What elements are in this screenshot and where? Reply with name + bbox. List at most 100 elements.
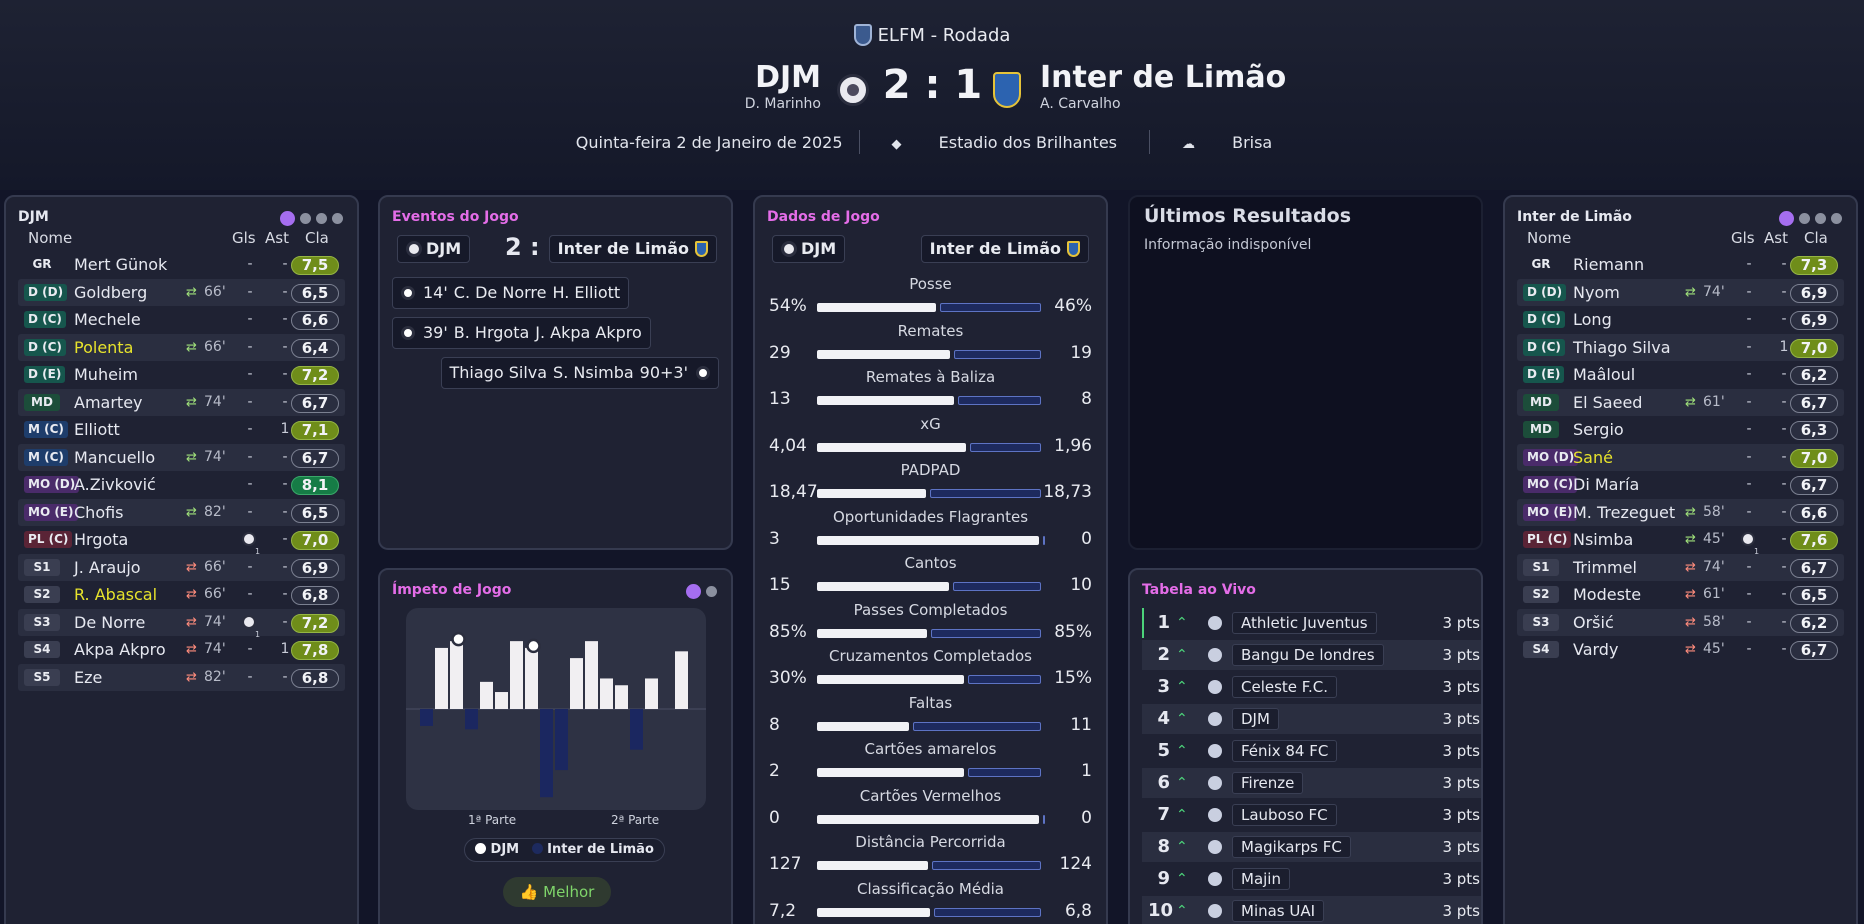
rating-badge[interactable]: 7,2 [291, 613, 339, 633]
player-row[interactable]: MD Sergio - -6,3 [1517, 416, 1844, 444]
player-name[interactable]: Mancuello [74, 447, 156, 467]
table-team-name[interactable]: DJM [1232, 708, 1279, 730]
table-row[interactable]: 9 ⌃ Majin 3 pts [1142, 864, 1481, 894]
player-row[interactable]: S1 J. Araujo ⇄ 66' - -6,9 [18, 553, 345, 581]
rating-badge[interactable]: 6,2 [1790, 613, 1838, 633]
rating-badge[interactable]: 6,9 [1790, 311, 1838, 330]
page-dot[interactable] [280, 211, 295, 226]
away-team-name[interactable]: Inter de Limão [1040, 60, 1287, 95]
table-row[interactable]: 2 ⌃ Bangu De londres 3 pts [1142, 640, 1481, 670]
rating-badge[interactable]: 6,6 [291, 311, 339, 330]
page-dot[interactable] [686, 584, 701, 599]
col-assists[interactable]: Ast [1764, 229, 1788, 247]
player-row[interactable]: MD Amartey ⇄ 74' - -6,7 [18, 388, 345, 416]
player-row[interactable]: M (C) Mancuello ⇄ 74' - -6,7 [18, 443, 345, 471]
player-row[interactable]: S2 R. Abascal ⇄ 66' - -6,8 [18, 581, 345, 609]
table-row[interactable]: 4 ⌃ DJM 3 pts [1142, 704, 1481, 734]
player-row[interactable]: D (E) Maâloul - -6,2 [1517, 361, 1844, 389]
player-name[interactable]: Vardy [1573, 640, 1619, 659]
home-team-name[interactable]: DJM [755, 60, 821, 95]
player-row[interactable]: D (D) Nyom ⇄ 74' - -6,9 [1517, 278, 1844, 306]
away-team-block[interactable]: Inter de Limão A. Carvalho [1040, 60, 1286, 112]
player-row[interactable]: D (C) Long - -6,9 [1517, 306, 1844, 334]
player-name[interactable]: Oršić [1573, 612, 1614, 632]
rating-badge[interactable]: 6,7 [1790, 558, 1838, 578]
rating-badge[interactable]: 6,5 [291, 503, 339, 523]
rating-badge[interactable]: 7,5 [291, 256, 339, 275]
player-row[interactable]: S2 Modeste ⇄ 61' - -6,5 [1517, 581, 1844, 609]
home-team-block[interactable]: DJM D. Marinho [745, 60, 821, 112]
away-coach[interactable]: A. Carvalho [1040, 96, 1121, 112]
table-team-name[interactable]: Celeste F.C. [1232, 676, 1338, 698]
page-dot[interactable] [332, 213, 343, 224]
table-team-name[interactable]: Fénix 84 FC [1232, 740, 1338, 762]
player-name[interactable]: Goldberg [74, 282, 148, 302]
rating-badge[interactable]: 6,7 [1790, 393, 1838, 413]
table-team-name[interactable]: Magikarps FC [1232, 836, 1351, 858]
player-row[interactable]: M (C) Elliott - 1 7,1 [18, 416, 345, 444]
player-name[interactable]: Maâloul [1573, 365, 1636, 384]
col-name[interactable]: Nome [28, 229, 73, 247]
rating-badge[interactable]: 6,9 [1790, 283, 1838, 303]
player-row[interactable]: PL (C)Hrgota -7,0 [18, 526, 345, 566]
best-button[interactable]: 👍 Melhor [503, 877, 611, 907]
player-row[interactable]: S4 Akpa Akpro ⇄ 74' - 1 7,8 [18, 636, 345, 664]
rating-badge[interactable]: 6,7 [291, 393, 339, 413]
player-name[interactable]: Sané [1573, 447, 1613, 467]
player-row[interactable]: PL (C)Nsimba ⇄ 45' -7,6 [1517, 526, 1844, 566]
table-row[interactable]: 6 ⌃ Firenze 3 pts [1142, 768, 1481, 798]
player-row[interactable]: D (D) Goldberg ⇄ 66' - -6,5 [18, 278, 345, 306]
rating-badge[interactable]: 6,9 [291, 558, 339, 578]
table-row[interactable]: 8 ⌃ Magikarps FC 3 pts [1142, 832, 1481, 862]
player-row[interactable]: D (C) Polenta ⇄ 66' - -6,4 [18, 333, 345, 361]
rating-badge[interactable]: 6,6 [1790, 503, 1838, 523]
table-team-name[interactable]: Lauboso FC [1232, 804, 1337, 826]
player-row[interactable]: MD El Saeed ⇄ 61' - -6,7 [1517, 388, 1844, 416]
rating-badge[interactable]: 6,5 [1790, 586, 1838, 605]
col-rating[interactable]: Cla [1804, 229, 1828, 247]
col-rating[interactable]: Cla [305, 229, 329, 247]
page-dot[interactable] [1831, 213, 1842, 224]
player-name[interactable]: Polenta [74, 337, 134, 357]
event-item[interactable]: 14' C. De Norre H. Elliott [392, 277, 630, 309]
player-row[interactable]: MO (D) A.Zivković - -8,1 [18, 471, 345, 499]
rating-badge[interactable]: 6,3 [1790, 421, 1838, 440]
page-dot[interactable] [300, 213, 311, 224]
rating-badge[interactable]: 7,0 [291, 531, 339, 550]
rating-badge[interactable]: 6,5 [291, 283, 339, 303]
player-name[interactable]: Thiago Silva [1573, 337, 1671, 357]
event-item[interactable]: 39' B. Hrgota J. Akpa Akpro [392, 317, 651, 349]
player-row[interactable]: GR Mert Günok - -7,5 [18, 251, 345, 279]
player-row[interactable]: MO (D) Sané - -7,0 [1517, 443, 1844, 471]
events-away-chip[interactable]: Inter de Limão [548, 235, 717, 263]
table-team-name[interactable]: Athletic Juventus [1232, 612, 1377, 634]
page-dot[interactable] [1799, 213, 1810, 224]
rating-badge[interactable]: 7,6 [1790, 531, 1838, 550]
player-name[interactable]: M. Trezeguet [1573, 502, 1676, 522]
player-row[interactable]: GR Riemann - -7,3 [1517, 251, 1844, 279]
player-name[interactable]: Mechele [74, 310, 141, 329]
player-name[interactable]: Sergio [1573, 420, 1624, 439]
player-row[interactable]: S1 Trimmel ⇄ 74' - -6,7 [1517, 553, 1844, 581]
player-name[interactable]: Akpa Akpro [74, 640, 166, 659]
player-name[interactable]: Nsimba [1573, 530, 1634, 549]
col-assists[interactable]: Ast [265, 229, 289, 247]
page-dot[interactable] [316, 213, 327, 224]
table-team-name[interactable]: Firenze [1232, 772, 1304, 794]
player-row[interactable]: S3 Oršić ⇄ 58' - -6,2 [1517, 608, 1844, 636]
player-name[interactable]: Di María [1573, 475, 1640, 494]
player-row[interactable]: MO (E) Chofis ⇄ 82' - -6,5 [18, 498, 345, 526]
player-row[interactable]: D (C) Mechele - -6,6 [18, 306, 345, 334]
player-name[interactable]: Mert Günok [74, 255, 168, 274]
home-coach[interactable]: D. Marinho [744, 96, 821, 112]
rating-badge[interactable]: 6,8 [291, 586, 339, 605]
rating-badge[interactable]: 7,2 [291, 366, 339, 385]
player-name[interactable]: Eze [74, 667, 103, 687]
player-row[interactable]: D (E) Muheim - -7,2 [18, 361, 345, 389]
player-name[interactable]: J. Araujo [74, 557, 141, 577]
player-row[interactable]: S5 Eze ⇄ 82' - -6,8 [18, 663, 345, 691]
player-row[interactable]: S3 De Norre ⇄ 74' -7,2 [18, 608, 345, 648]
player-row[interactable]: MO (E) M. Trezeguet ⇄ 58' - -6,6 [1517, 498, 1844, 526]
page-dot[interactable] [1779, 211, 1794, 226]
col-goals[interactable]: Gls [232, 229, 256, 247]
